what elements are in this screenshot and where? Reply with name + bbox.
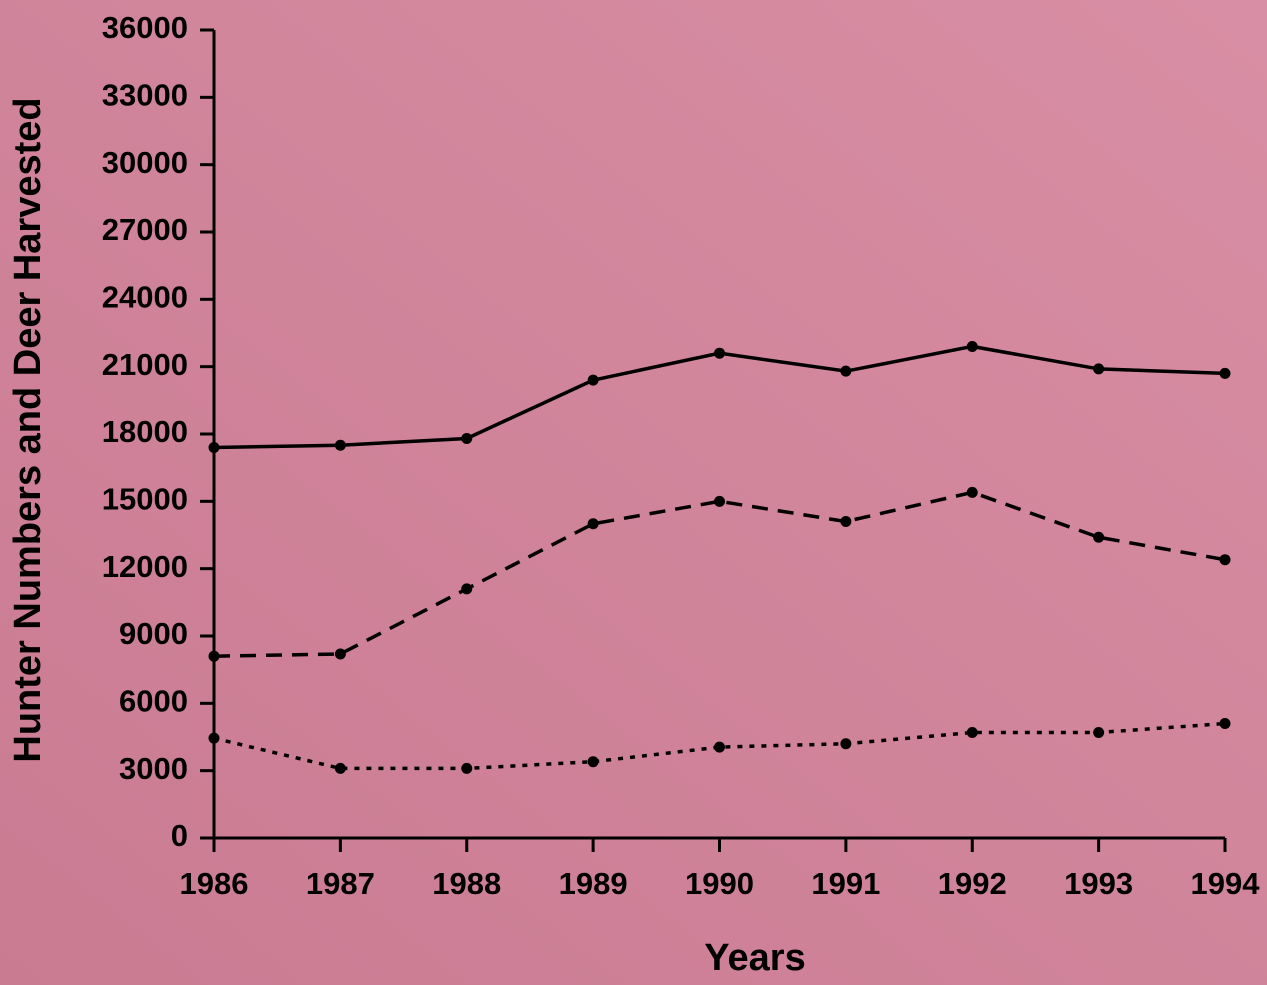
y-tick-label: 0 xyxy=(171,818,188,853)
data-point xyxy=(714,741,725,753)
y-tick-label: 24000 xyxy=(102,280,188,315)
x-tick-label: 1989 xyxy=(559,866,628,901)
data-point xyxy=(461,762,473,774)
data-point xyxy=(208,732,220,744)
y-axis-title: Hunter Numbers and Deer Harvested xyxy=(7,97,49,762)
y-tick-label: 12000 xyxy=(102,549,188,584)
data-point xyxy=(714,495,725,507)
x-tick-label: 1992 xyxy=(938,866,1007,901)
x-tick-label: 1986 xyxy=(180,866,249,901)
data-point xyxy=(840,516,852,528)
x-tick-label: 1988 xyxy=(432,866,501,901)
y-tick-label: 18000 xyxy=(102,414,188,449)
y-tick-label: 15000 xyxy=(102,482,188,517)
data-point xyxy=(1093,531,1105,543)
y-tick-label: 21000 xyxy=(102,347,188,382)
data-point xyxy=(1219,367,1231,379)
data-point xyxy=(461,432,473,444)
data-point xyxy=(334,439,346,451)
data-point xyxy=(587,374,599,386)
x-tick-label: 1991 xyxy=(811,866,880,901)
data-point xyxy=(966,486,978,498)
data-point xyxy=(208,441,220,453)
series-line xyxy=(213,490,1226,658)
series-line xyxy=(213,721,1226,771)
data-point xyxy=(1093,727,1105,739)
data-point xyxy=(966,340,978,352)
x-axis-title: Years xyxy=(704,937,805,979)
x-tick-label: 1993 xyxy=(1064,866,1133,901)
x-tick-label: 1990 xyxy=(685,866,754,901)
y-tick-label: 33000 xyxy=(102,78,188,113)
data-point xyxy=(1219,554,1231,566)
data-point xyxy=(1093,363,1105,375)
x-tick-label: 1994 xyxy=(1191,866,1261,901)
data-point xyxy=(208,650,220,662)
data-point xyxy=(461,583,473,595)
data-point xyxy=(334,762,346,774)
data-point xyxy=(840,738,852,750)
y-tick-label: 30000 xyxy=(102,145,188,180)
y-tick-label: 6000 xyxy=(119,684,188,719)
x-tick-label: 1987 xyxy=(306,866,375,901)
data-point xyxy=(587,518,599,530)
data-point xyxy=(1219,718,1231,730)
y-tick-label: 36000 xyxy=(102,10,188,45)
data-point xyxy=(840,365,852,377)
data-point xyxy=(714,347,725,359)
data-point xyxy=(334,648,346,660)
data-point xyxy=(587,756,599,768)
y-tick-label: 9000 xyxy=(119,616,188,651)
y-tick-label: 3000 xyxy=(119,751,188,786)
data-point xyxy=(966,727,978,739)
y-tick-label: 27000 xyxy=(102,212,188,247)
